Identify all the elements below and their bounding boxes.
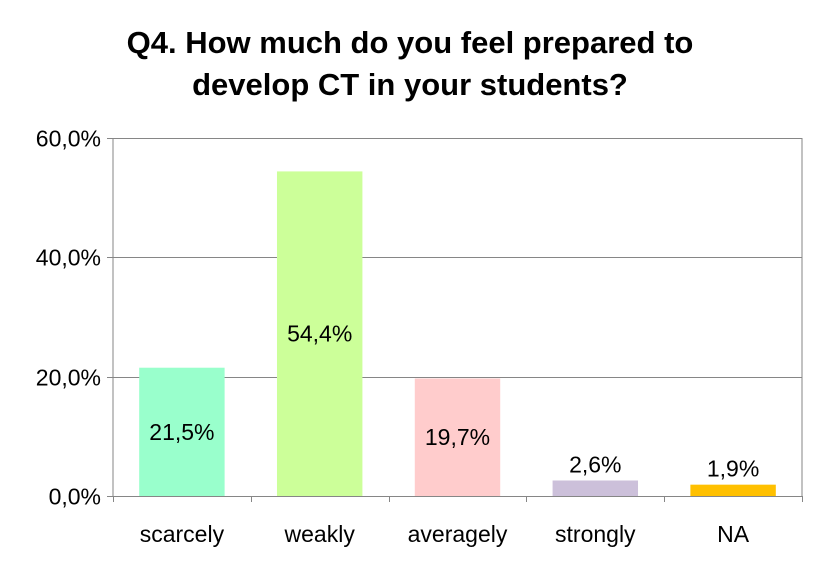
data-label-strongly: 2,6% (569, 451, 621, 477)
x-category-label-na: NA (717, 521, 750, 547)
y-tick-label-0: 0,0% (49, 484, 101, 510)
data-label-weakly: 54,4% (287, 321, 352, 347)
y-tick-label-20: 20,0% (36, 365, 101, 391)
y-tick-label-60: 60,0% (36, 126, 101, 152)
chart-title: Q4. How much do you feel prepared to dev… (60, 22, 760, 106)
chart-title-line-1: Q4. How much do you feel prepared to (126, 25, 694, 60)
bar-na (690, 484, 776, 496)
data-label-na: 1,9% (707, 456, 759, 482)
x-category-label-weakly: weakly (284, 521, 356, 547)
data-label-scarcely: 21,5% (149, 419, 214, 445)
x-category-label-scarcely: scarcely (140, 521, 225, 547)
chart-title-line-2: develop CT in your students? (192, 67, 628, 102)
bar-weakly (276, 171, 363, 496)
bar-strongly (552, 480, 639, 496)
x-category-label-strongly: strongly (555, 521, 636, 547)
bar-scarcely (139, 367, 225, 496)
x-category-label-averagely: averagely (408, 521, 508, 547)
data-label-averagely: 19,7% (425, 424, 490, 450)
bar-averagely (414, 378, 501, 496)
y-tick-label-40: 40,0% (36, 245, 101, 271)
